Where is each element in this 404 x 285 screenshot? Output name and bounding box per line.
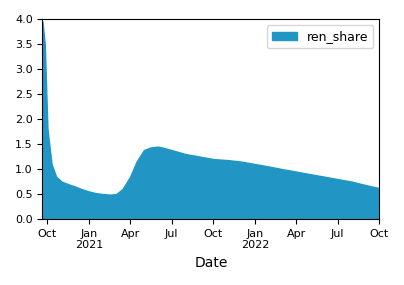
Legend: ren_share: ren_share xyxy=(267,25,373,48)
X-axis label: Date: Date xyxy=(194,256,227,270)
